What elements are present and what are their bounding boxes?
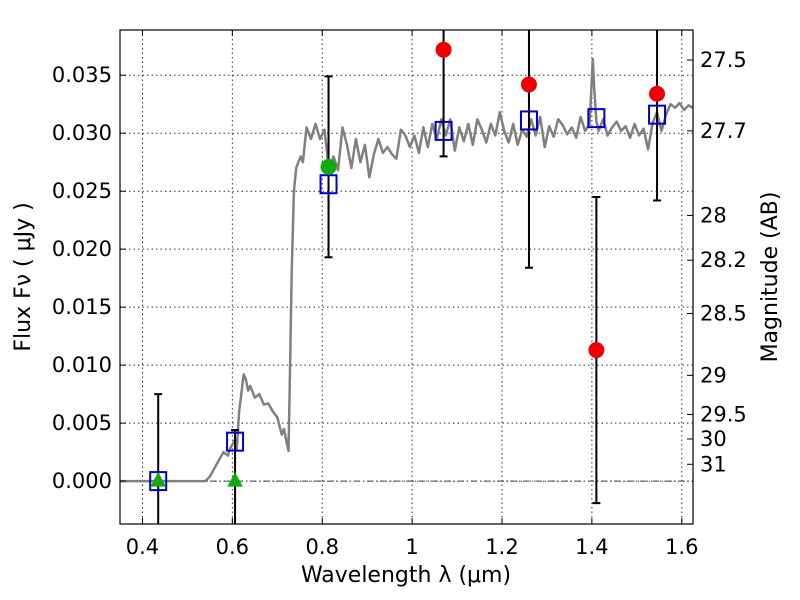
x-tick-label: 0.4 bbox=[126, 535, 159, 559]
mag-tick-label: 27.7 bbox=[700, 119, 747, 143]
model-photometry-square bbox=[519, 110, 538, 131]
model-photometry-square bbox=[648, 104, 667, 125]
y-tick-label: 0.025 bbox=[52, 179, 112, 203]
y-axis-label: Flux Fν ( μJy ) bbox=[11, 202, 36, 351]
mag-tick-label: 28 bbox=[700, 203, 727, 227]
y-tick-label: 0.030 bbox=[52, 121, 112, 145]
model-photometry-square bbox=[319, 174, 338, 195]
flux-point bbox=[588, 342, 605, 359]
grid bbox=[120, 30, 693, 524]
y-tick-label: 0.005 bbox=[52, 411, 112, 435]
spectrum-line bbox=[120, 57, 694, 483]
mag-tick-label: 29 bbox=[700, 363, 727, 387]
x-tick-label: 1 bbox=[405, 535, 418, 559]
flux-point bbox=[649, 85, 666, 102]
data-markers bbox=[149, 41, 667, 492]
flux-point bbox=[435, 41, 452, 58]
flux-point bbox=[320, 158, 337, 175]
y-tick-labels: 0.000 0.005 0.010 0.015 0.020 0.025 0.030 0.035 bbox=[52, 63, 112, 493]
model-photometry-square bbox=[226, 431, 245, 452]
x-tick-label: 1.2 bbox=[485, 535, 518, 559]
model-photometry-square bbox=[434, 120, 453, 141]
x-tick-label: 0.8 bbox=[306, 535, 339, 559]
upper-limit-triangle bbox=[227, 472, 243, 487]
x-axis-label: Wavelength λ (μm) bbox=[301, 563, 511, 588]
mag-tick-label: 30 bbox=[700, 427, 727, 451]
x-tick-labels: 0.4 0.6 0.8 1 1.2 1.4 1.6 bbox=[126, 535, 699, 559]
x-tick-label: 0.6 bbox=[216, 535, 249, 559]
x-tick-label: 1.6 bbox=[665, 535, 698, 559]
plot-frame bbox=[119, 29, 694, 525]
right-axis-label: Magnitude (AB) bbox=[758, 192, 783, 363]
y-tick-label: 0.010 bbox=[52, 353, 112, 377]
upper-limit-triangle bbox=[150, 472, 167, 487]
y-tick-label: 0.035 bbox=[52, 63, 112, 87]
mag-tick-label: 27.5 bbox=[700, 48, 747, 72]
x-tick-label: 1.4 bbox=[575, 535, 608, 559]
mag-tick-label: 31 bbox=[700, 452, 727, 476]
y-tick-label: 0.000 bbox=[52, 469, 112, 493]
model-spectrum bbox=[120, 57, 694, 483]
mag-tick-label: 29.5 bbox=[700, 402, 747, 426]
axis-ticks bbox=[120, 30, 693, 524]
mag-tick-label: 28.5 bbox=[700, 302, 747, 326]
y-tick-label: 0.020 bbox=[52, 237, 112, 261]
flux-point bbox=[520, 76, 537, 93]
mag-tick-label: 28.2 bbox=[700, 248, 747, 272]
y-tick-label: 0.015 bbox=[52, 295, 112, 319]
model-photometry-square bbox=[587, 108, 606, 129]
